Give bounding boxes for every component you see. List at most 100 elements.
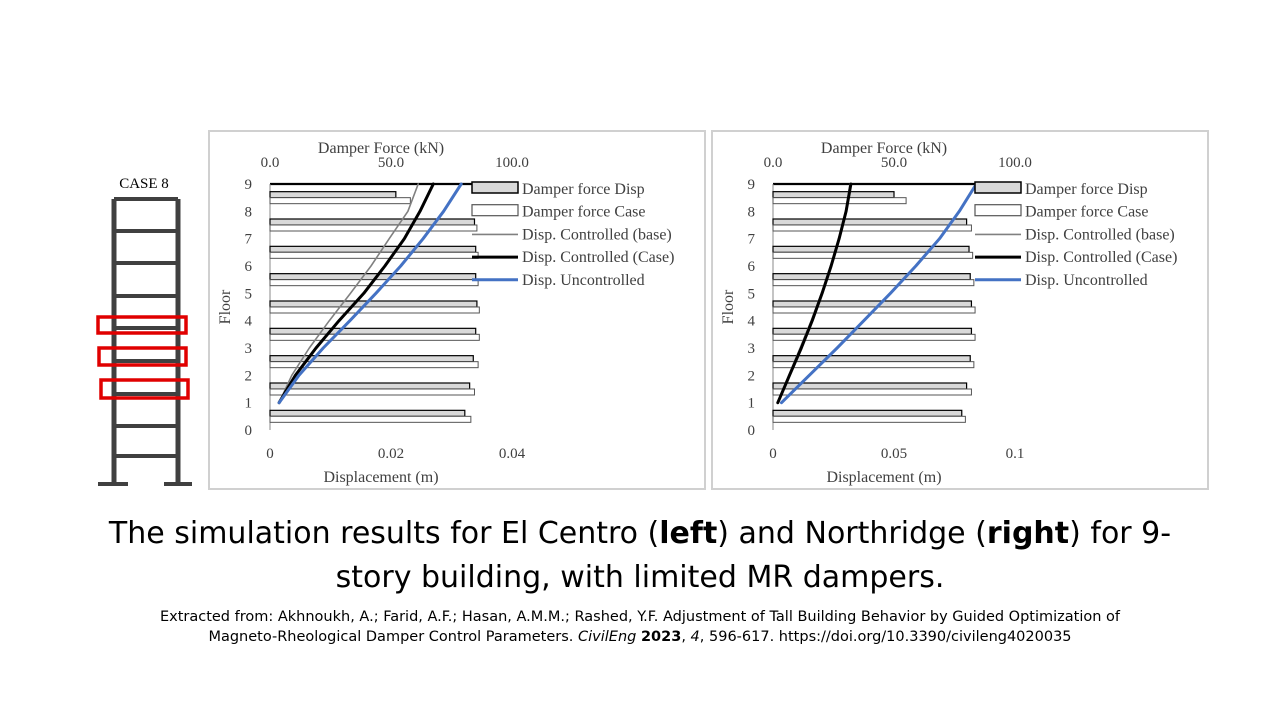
- frame-damper-highlight-2: [97, 346, 188, 367]
- left-top-tick-2: 100.0: [495, 155, 529, 171]
- right-top-axis-title: Damper Force (kN): [821, 140, 947, 157]
- right-bar-disp-floor-7: [772, 218, 968, 226]
- left-line-3: [277, 182, 435, 405]
- right-y-tick-8: 8: [748, 204, 756, 220]
- right-legend-label-0: Damper force Disp: [1025, 181, 1148, 198]
- left-bar-disp-floor-7: [269, 218, 476, 226]
- building-frame-diagram: CASE 8: [96, 176, 192, 486]
- right-bar-disp-floor-6: [772, 245, 970, 253]
- right-y-tick-3: 3: [748, 341, 756, 357]
- right-legend-key-0: [974, 181, 1022, 194]
- frame-damper-highlight-1: [96, 315, 188, 335]
- slide-caption: The simulation results for El Centro (le…: [90, 512, 1190, 600]
- citation-title-end: Magneto-Rheological Damper Control Param…: [208, 629, 574, 645]
- left-y-tick-8: 8: [245, 204, 253, 220]
- left-y-tick-9: 9: [245, 177, 253, 193]
- chart-panel-el-centro: Damper Force (kN) Displacement (m) Floor 0.…: [208, 130, 706, 490]
- left-bar-case-floor-8: [269, 197, 411, 205]
- right-bar-case-floor-2: [772, 361, 975, 369]
- left-bar-case-floor-1: [269, 388, 475, 396]
- right-bottom-tick-0: 0: [769, 446, 777, 462]
- frame-damper-highlight-3: [99, 378, 190, 400]
- right-bar-disp-floor-2: [772, 355, 971, 363]
- left-bar-disp-floor-0: [269, 409, 466, 417]
- right-y-tick-0: 0: [748, 423, 756, 439]
- right-legend-key-1: [974, 204, 1022, 217]
- left-legend-label-2: Disp. Controlled (base): [522, 226, 672, 243]
- left-y-tick-2: 2: [245, 368, 253, 384]
- left-bar-case-floor-2: [269, 361, 479, 369]
- left-top-axis-title: Damper Force (kN): [318, 140, 444, 157]
- citation-line2: Magneto-Rheological Damper Control Param…: [208, 629, 1072, 645]
- right-legend-label-4: Disp. Uncontrolled: [1025, 272, 1148, 289]
- caption-left-word: left: [659, 516, 718, 551]
- right-y-tick-2: 2: [748, 368, 756, 384]
- right-bar-disp-floor-8: [772, 191, 895, 199]
- right-bar-case-floor-8: [772, 197, 907, 205]
- left-bar-disp-floor-5: [269, 273, 477, 281]
- caption-part3: ) for 9-story building, with limited MR …: [335, 516, 1172, 595]
- right-top-tick-1: 50.0: [881, 155, 907, 171]
- right-line-3: [776, 182, 853, 405]
- left-y-tick-5: 5: [245, 286, 253, 302]
- left-line-4: [277, 182, 463, 405]
- right-legend-label-3: Disp. Controlled (Case): [1025, 249, 1177, 266]
- left-y-tick-4: 4: [245, 314, 253, 330]
- left-bottom-axis-title: Displacement (m): [323, 469, 438, 486]
- right-bar-case-floor-6: [772, 251, 974, 259]
- right-bottom-tick-2: 0.1: [1006, 446, 1025, 462]
- right-top-tick-0: 0.0: [764, 155, 783, 171]
- right-bottom-tick-1: 0.05: [881, 446, 907, 462]
- right-y-tick-9: 9: [748, 177, 756, 193]
- left-bar-case-floor-6: [269, 251, 479, 259]
- citation-line1: Extracted from: Akhnoukh, A.; Farid, A.F…: [159, 609, 1121, 625]
- left-top-tick-1: 50.0: [378, 155, 404, 171]
- citation-year: 2023: [640, 629, 682, 645]
- left-legend-label-4: Disp. Uncontrolled: [522, 272, 645, 289]
- chart-el-centro: Damper Force (kN) Displacement (m) Floor 0.…: [217, 140, 674, 486]
- right-y-axis-title: Floor: [720, 289, 737, 324]
- right-bar-case-floor-1: [772, 388, 972, 396]
- right-bar-case-floor-7: [772, 224, 972, 232]
- right-y-tick-6: 6: [748, 259, 756, 275]
- left-bottom-tick-0: 0: [266, 446, 274, 462]
- right-top-tick-2: 100.0: [998, 155, 1032, 171]
- citation-pages: , 596-617. https://doi.org/10.3390/civil…: [699, 629, 1072, 645]
- left-legend-key-0: [471, 181, 519, 194]
- right-bar-case-floor-5: [772, 279, 975, 287]
- left-y-tick-0: 0: [245, 423, 253, 439]
- left-bottom-tick-2: 0.04: [499, 446, 526, 462]
- left-legend-key-1: [471, 204, 519, 217]
- right-bar-disp-floor-4: [772, 300, 973, 308]
- right-y-tick-7: 7: [748, 232, 756, 248]
- left-y-tick-7: 7: [245, 232, 253, 248]
- left-top-tick-0: 0.0: [261, 155, 280, 171]
- citation: Extracted from: Akhnoukh, A.; Farid, A.F…: [100, 607, 1180, 647]
- caption-part2: ) and Northridge (: [717, 516, 987, 551]
- left-bar-case-floor-3: [269, 333, 480, 341]
- right-line-4: [780, 182, 978, 405]
- citation-journal: CivilEng: [578, 629, 637, 645]
- right-bottom-axis-title: Displacement (m): [826, 469, 941, 486]
- chart-northridge: Damper Force (kN) Displacement (m) Floor 0.…: [720, 140, 1177, 486]
- right-bar-disp-floor-0: [772, 409, 963, 417]
- right-y-tick-1: 1: [748, 396, 756, 412]
- left-line-2: [278, 183, 419, 404]
- left-y-axis-title: Floor: [217, 289, 234, 324]
- right-y-tick-5: 5: [748, 286, 756, 302]
- left-bar-disp-floor-3: [269, 327, 477, 335]
- right-bar-disp-floor-5: [772, 273, 971, 281]
- left-bar-disp-floor-1: [269, 382, 471, 390]
- frame-label: CASE 8: [119, 176, 169, 192]
- left-legend-label-3: Disp. Controlled (Case): [522, 249, 674, 266]
- left-bar-case-floor-4: [269, 306, 480, 314]
- caption-right-word: right: [986, 516, 1070, 551]
- chart-panel-northridge: Damper Force (kN) Displacement (m) Floor 0.…: [711, 130, 1209, 490]
- right-bar-case-floor-0: [772, 415, 966, 423]
- right-bar-disp-floor-3: [772, 327, 973, 335]
- citation-volume: 4: [690, 629, 700, 645]
- frame-structure: [96, 197, 192, 486]
- right-legend-label-2: Disp. Controlled (base): [1025, 226, 1175, 243]
- left-y-tick-1: 1: [245, 396, 253, 412]
- left-y-tick-3: 3: [245, 341, 253, 357]
